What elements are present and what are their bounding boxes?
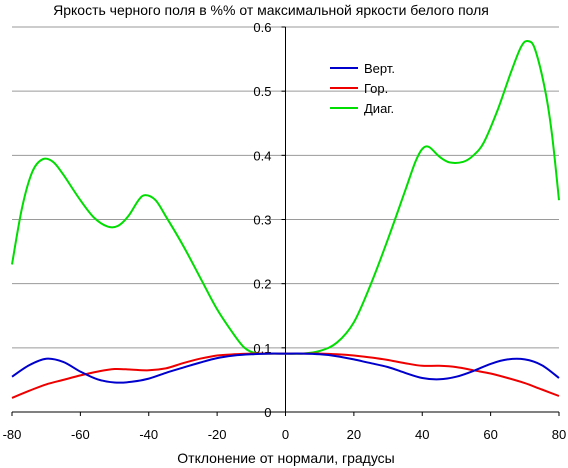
legend: Верт. Гор. Диаг. bbox=[330, 61, 395, 116]
series-line-0 bbox=[11, 352, 560, 384]
y-tick-label: 0.1 bbox=[253, 341, 271, 356]
x-axis-label: Отклонение от нормали, градусы bbox=[177, 450, 394, 466]
x-tick-label: -80 bbox=[3, 427, 22, 442]
y-tick-label: 0.4 bbox=[253, 148, 271, 163]
x-tick-label: -40 bbox=[139, 427, 158, 442]
x-tick-label: 80 bbox=[552, 427, 566, 442]
legend-label: Диаг. bbox=[364, 101, 394, 116]
x-tick-label: 20 bbox=[347, 427, 361, 442]
x-tick-label: 0 bbox=[282, 427, 289, 442]
y-tick-label: 0.2 bbox=[253, 277, 271, 292]
x-tick-label: 60 bbox=[483, 427, 497, 442]
x-tick-label: 40 bbox=[415, 427, 429, 442]
x-tick-label: -60 bbox=[71, 427, 90, 442]
y-tick-label: 0.5 bbox=[253, 84, 271, 99]
legend-label: Гор. bbox=[364, 81, 388, 96]
y-tick-label: 0.6 bbox=[253, 20, 271, 35]
series-layer bbox=[11, 39, 560, 399]
y-tick-label: 0.3 bbox=[253, 213, 271, 228]
chart-title: Яркость черного поля в %% от максимально… bbox=[53, 2, 489, 18]
legend-label: Верт. bbox=[364, 61, 395, 76]
x-tick-label: -20 bbox=[208, 427, 227, 442]
